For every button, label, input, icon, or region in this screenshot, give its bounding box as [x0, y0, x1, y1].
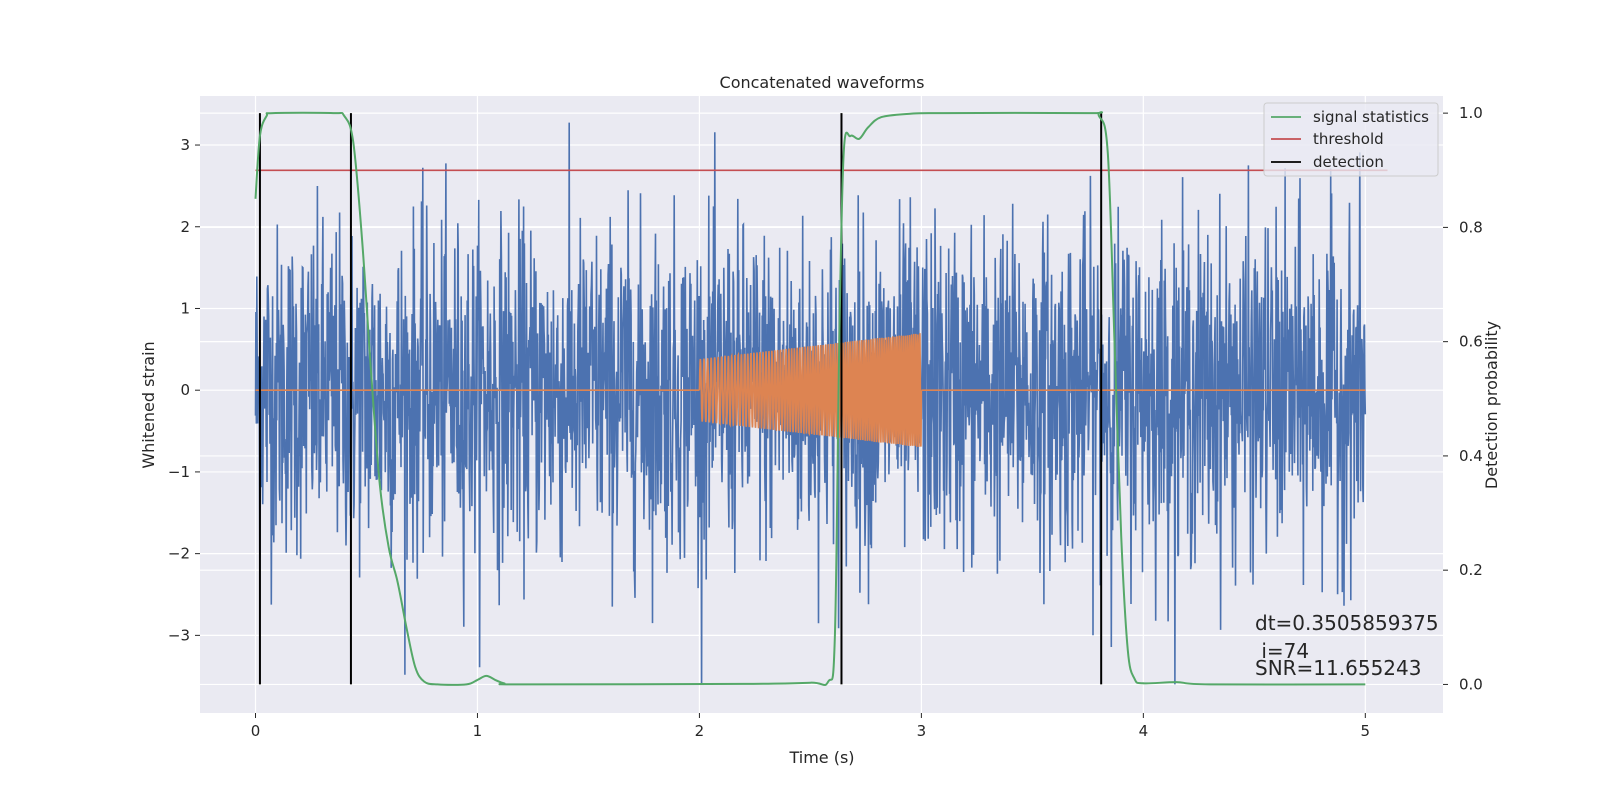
chart-title: Concatenated waveforms [720, 73, 925, 92]
y2-tick-label: 0.0 [1459, 675, 1483, 693]
axes: 0 1 2 3 4 5 −3 −2 −1 0 1 2 3 0.0 0.2 0.4 0.6 0.8 1.0 [168, 104, 1483, 740]
legend: signal statistics threshold detection [1263, 102, 1439, 177]
y-tick-label: 3 [180, 136, 190, 154]
annotation-dt: dt=0.3505859375 [1255, 611, 1439, 635]
x-tick-label: 0 [251, 722, 261, 740]
y2-tick-label: 0.4 [1459, 447, 1483, 465]
signal-statistics-line [254, 111, 1366, 687]
y2-tick-label: 1.0 [1459, 104, 1483, 122]
y2-tick-label: 0.2 [1459, 561, 1483, 579]
legend-label-signal-statistics: signal statistics [1313, 108, 1429, 126]
y2-tick-label: 0.8 [1459, 218, 1483, 236]
x-tick-label: 3 [917, 722, 927, 740]
injection-series [255, 333, 1366, 447]
y-tick-label: 0 [180, 381, 190, 399]
legend-label-detection: detection [1313, 153, 1384, 171]
y2-axis-label: Detection probability [1482, 321, 1501, 489]
x-tick-label: 4 [1139, 722, 1149, 740]
legend-label-threshold: threshold [1313, 130, 1384, 148]
signal-statistics-series [254, 111, 1366, 687]
y-axis-label: Whitened strain [139, 341, 158, 468]
y-tick-label: 1 [180, 299, 190, 317]
x-tick-label: 5 [1361, 722, 1371, 740]
annotation-snr: SNR=11.655243 [1255, 656, 1421, 680]
y-tick-label: 2 [180, 218, 190, 236]
x-tick-label: 2 [695, 722, 705, 740]
y-tick-label: −2 [168, 545, 190, 563]
injection-chirp [698, 333, 923, 447]
y-tick-label: −1 [168, 463, 190, 481]
y-tick-label: −3 [168, 626, 190, 644]
y2-tick-label: 0.6 [1459, 333, 1483, 351]
x-tick-label: 1 [473, 722, 483, 740]
detection-series [258, 113, 1103, 685]
legend-box [1263, 102, 1439, 177]
annotation-i: i=74 [1255, 639, 1309, 663]
x-axis-label: Time (s) [788, 748, 854, 767]
